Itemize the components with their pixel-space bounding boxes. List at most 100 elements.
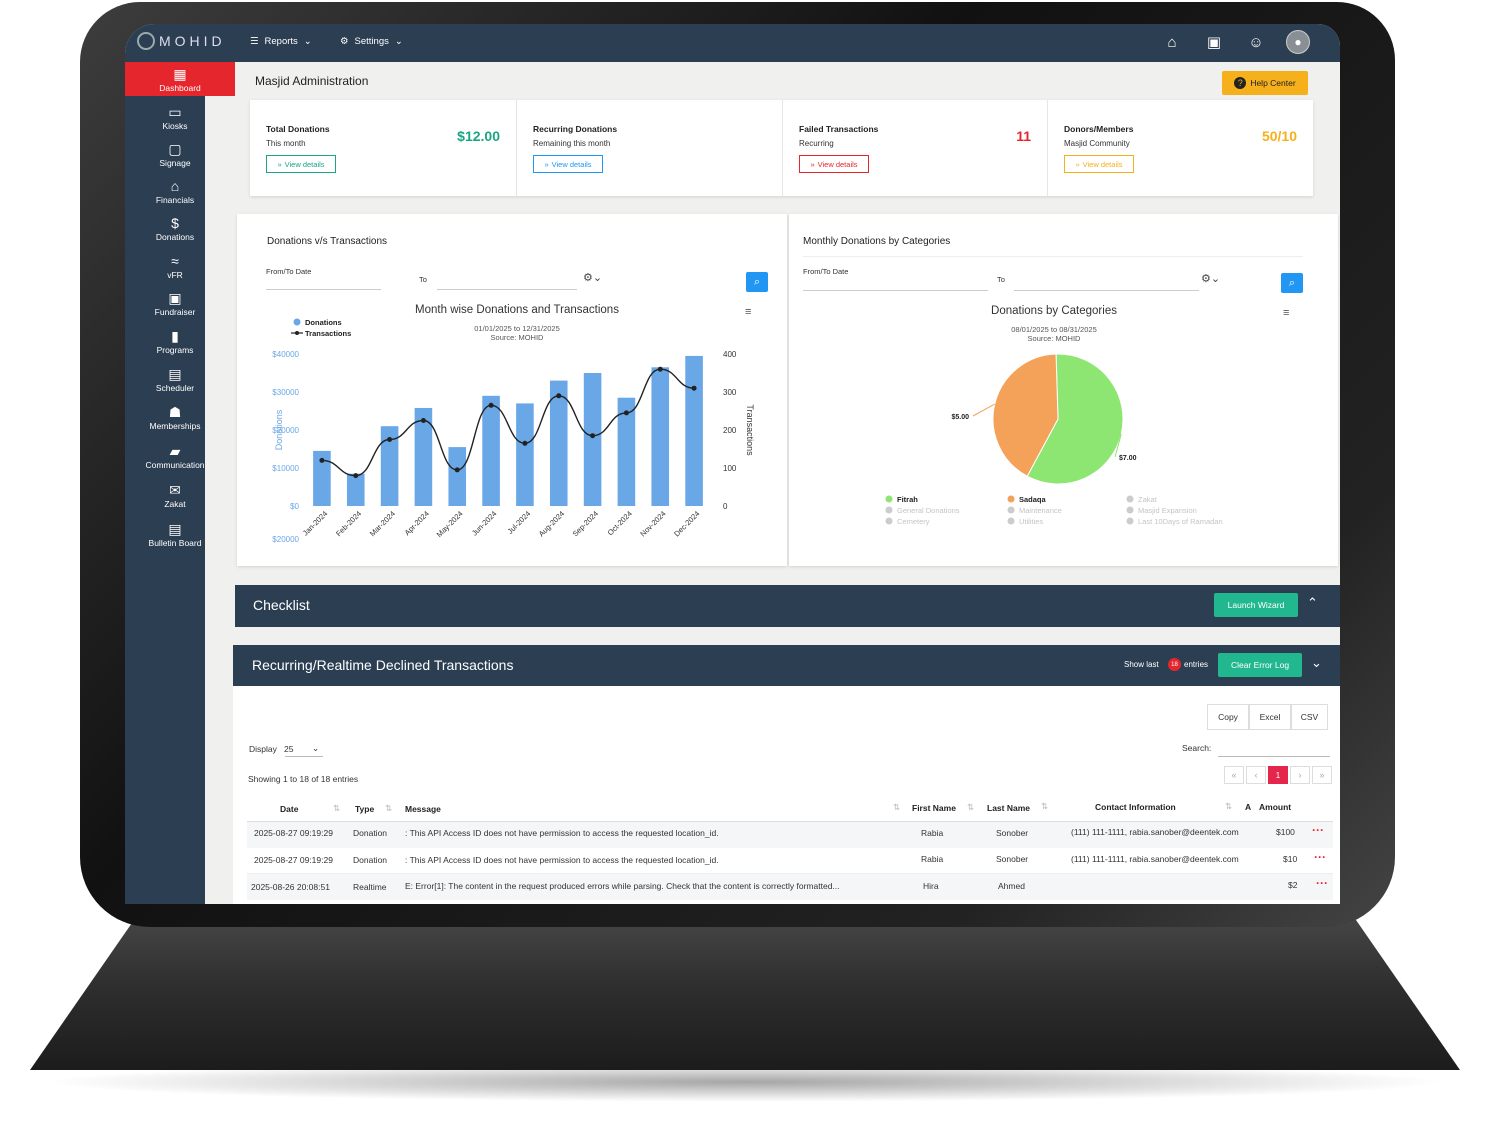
legend-label: Fitrah — [897, 495, 918, 504]
search-button[interactable]: ⌕ — [746, 272, 768, 292]
window-icon[interactable]: ▣ — [1206, 34, 1222, 51]
column-header-last-name[interactable]: Last Name — [987, 803, 1030, 813]
legend-marker — [885, 506, 893, 514]
sort-icon[interactable]: ⇅ — [967, 802, 975, 812]
entries-count-badge[interactable]: 18 — [1168, 658, 1181, 671]
view-details-button[interactable]: » View details — [799, 155, 869, 173]
help-center-button[interactable]: ? Help Center — [1222, 71, 1308, 95]
from-date-input[interactable] — [266, 289, 381, 290]
legend-marker — [1126, 495, 1134, 503]
column-header-amount[interactable]: Amount — [1259, 802, 1292, 812]
sidebar-item-signage[interactable]: ▢ Signage — [125, 137, 225, 171]
reports-menu[interactable]: ☰ Reports ⌄ — [250, 36, 312, 47]
checklist-bar[interactable]: Checklist Launch Wizard ⌃ — [235, 585, 1340, 627]
users-icon[interactable]: ☺ — [1248, 33, 1264, 51]
y-tick-label: $10000 — [272, 464, 299, 473]
column-header-message[interactable]: Message — [405, 804, 441, 814]
x-tick-label: Apr-2024 — [403, 509, 431, 537]
column-header-contact[interactable]: Contact Information — [1095, 802, 1176, 812]
sort-icon[interactable]: ⇅ — [1225, 801, 1233, 811]
wave-icon: ≈ — [171, 253, 179, 269]
page-button[interactable]: 1 — [1268, 766, 1288, 784]
sidebar-item-label: Programs — [156, 345, 194, 355]
row-actions-icon[interactable]: ··· — [1314, 850, 1326, 864]
stat-donors-members: Donors/Members Masjid Community 50/10 » V… — [1048, 100, 1313, 196]
sidebar-item-fundraiser[interactable]: ▣ Fundraiser — [125, 286, 225, 320]
chat-icon: ▰ — [169, 443, 181, 459]
sidebar-item-financials[interactable]: ⌂ Financials — [125, 174, 225, 208]
top-icons: ⌂ ▣ ☺ ● — [1160, 30, 1310, 54]
column-header-first-name[interactable]: First Name — [912, 803, 956, 813]
row-actions-icon[interactable]: ··· — [1316, 876, 1328, 890]
categories-panel: Monthly Donations by Categories From/To … — [789, 214, 1338, 566]
column-header-a[interactable]: A — [1245, 802, 1252, 812]
cell-type: Donation — [353, 828, 388, 838]
view-details-button[interactable]: » View details — [266, 155, 336, 173]
monitor-icon: ▭ — [168, 104, 182, 120]
excel-button[interactable]: Excel — [1249, 704, 1291, 730]
view-details-button[interactable]: » View details — [1064, 155, 1134, 173]
clear-error-log-button[interactable]: Clear Error Log — [1218, 653, 1302, 677]
sort-icon[interactable]: ⇅ — [1041, 801, 1049, 811]
csv-button[interactable]: CSV — [1291, 704, 1328, 730]
sidebar-item-vfr[interactable]: ≈ vFR — [125, 249, 225, 283]
table-row[interactable] — [247, 874, 1333, 900]
sidebar-item-scheduler[interactable]: ▤ Scheduler — [125, 362, 225, 396]
bank-icon[interactable]: ⌂ — [1167, 33, 1177, 51]
reports-menu-label: Reports — [264, 36, 298, 47]
sort-icon[interactable]: ⇅ — [893, 802, 901, 812]
sidebar-item-kiosks[interactable]: ▭ Kiosks — [125, 100, 225, 134]
sidebar-item-label: Fundraiser — [154, 307, 196, 317]
last-page-icon[interactable]: » — [1312, 766, 1332, 784]
first-page-icon[interactable]: « — [1224, 766, 1244, 784]
to-date-label: To — [419, 275, 427, 284]
cell-message: : This API Access ID does not have permi… — [405, 855, 719, 865]
sort-icon[interactable]: ⇅ — [385, 803, 393, 813]
app-logo[interactable]: MOHID — [137, 32, 226, 50]
row-actions-icon[interactable]: ··· — [1312, 823, 1324, 837]
sort-icon[interactable]: ⇅ — [333, 803, 341, 813]
sidebar-item-dashboard[interactable]: ▦ Dashboard — [125, 62, 235, 96]
sidebar-item-memberships[interactable]: ☗ Memberships — [125, 400, 225, 434]
search-input[interactable] — [1218, 756, 1330, 757]
stat-failed-transactions: Failed Transactions Recurring 11 » View d… — [783, 100, 1048, 196]
legend-label: Utilities — [1019, 517, 1043, 526]
stat-title: Total Donations — [266, 124, 330, 134]
to-date-input[interactable] — [1014, 290, 1199, 291]
launch-wizard-button[interactable]: Launch Wizard — [1214, 593, 1298, 617]
settings-menu[interactable]: ⚙ Settings ⌄ — [340, 36, 403, 47]
table-row[interactable] — [247, 848, 1333, 874]
copy-button[interactable]: Copy — [1207, 704, 1249, 730]
chevron-down-icon[interactable]: ⌄ — [312, 743, 320, 753]
view-details-button[interactable]: » View details — [533, 155, 603, 173]
to-date-input[interactable] — [437, 289, 577, 290]
prev-page-icon[interactable]: ‹ — [1246, 766, 1266, 784]
search-button[interactable]: ⌕ — [1281, 273, 1303, 293]
sidebar-item-bulletin-board[interactable]: ▤ Bulletin Board — [125, 517, 225, 551]
x-tick-label: Feb-2024 — [334, 509, 363, 538]
from-date-input[interactable] — [803, 290, 988, 291]
sidebar-item-communication[interactable]: ▰ Communication — [125, 439, 225, 473]
chevron-down-icon[interactable]: ⌄ — [1311, 655, 1322, 670]
next-page-icon[interactable]: › — [1290, 766, 1310, 784]
gear-icon[interactable]: ⚙⌄ — [1201, 273, 1221, 285]
sidebar-item-zakat[interactable]: ✉ Zakat — [125, 478, 225, 512]
sidebar-item-programs[interactable]: ▮ Programs — [125, 324, 225, 358]
display-select[interactable]: 25 — [284, 744, 294, 754]
chart-menu-icon[interactable]: ≡ — [745, 306, 752, 318]
user-avatar-icon[interactable]: ● — [1286, 30, 1310, 54]
sidebar — [125, 62, 205, 904]
y-tick-label: $0 — [290, 502, 299, 511]
cell-date: 2025-08-27 09:19:29 — [254, 828, 333, 838]
table-row[interactable] — [247, 822, 1333, 848]
chart-menu-icon[interactable]: ≡ — [1283, 307, 1290, 319]
column-header-type[interactable]: Type — [355, 804, 375, 814]
chevron-up-icon[interactable]: ⌃ — [1307, 595, 1318, 610]
legend-marker-donations — [293, 318, 301, 326]
cell-message: : This API Access ID does not have permi… — [405, 828, 719, 838]
page-title: Masjid Administration — [255, 74, 369, 88]
column-header-date[interactable]: Date — [280, 804, 299, 814]
sidebar-item-donations[interactable]: $ Donations — [125, 211, 225, 245]
gear-icon[interactable]: ⚙⌄ — [583, 272, 603, 284]
y2-tick-label: 400 — [723, 350, 737, 359]
